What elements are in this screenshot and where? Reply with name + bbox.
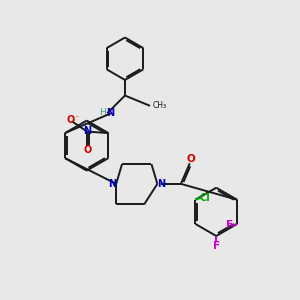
Text: N: N	[108, 179, 116, 189]
Text: F: F	[226, 220, 233, 230]
Text: N: N	[83, 126, 92, 136]
Text: O: O	[67, 115, 75, 125]
Text: Cl: Cl	[200, 193, 210, 203]
Text: CH₃: CH₃	[152, 101, 167, 110]
Text: N: N	[106, 108, 114, 118]
Text: H: H	[99, 108, 106, 117]
Text: F: F	[213, 241, 220, 251]
Text: ⁺: ⁺	[83, 122, 87, 131]
Text: O: O	[187, 154, 196, 164]
Text: ⁻: ⁻	[75, 113, 79, 122]
Text: O: O	[83, 145, 91, 155]
Text: N: N	[158, 179, 166, 189]
